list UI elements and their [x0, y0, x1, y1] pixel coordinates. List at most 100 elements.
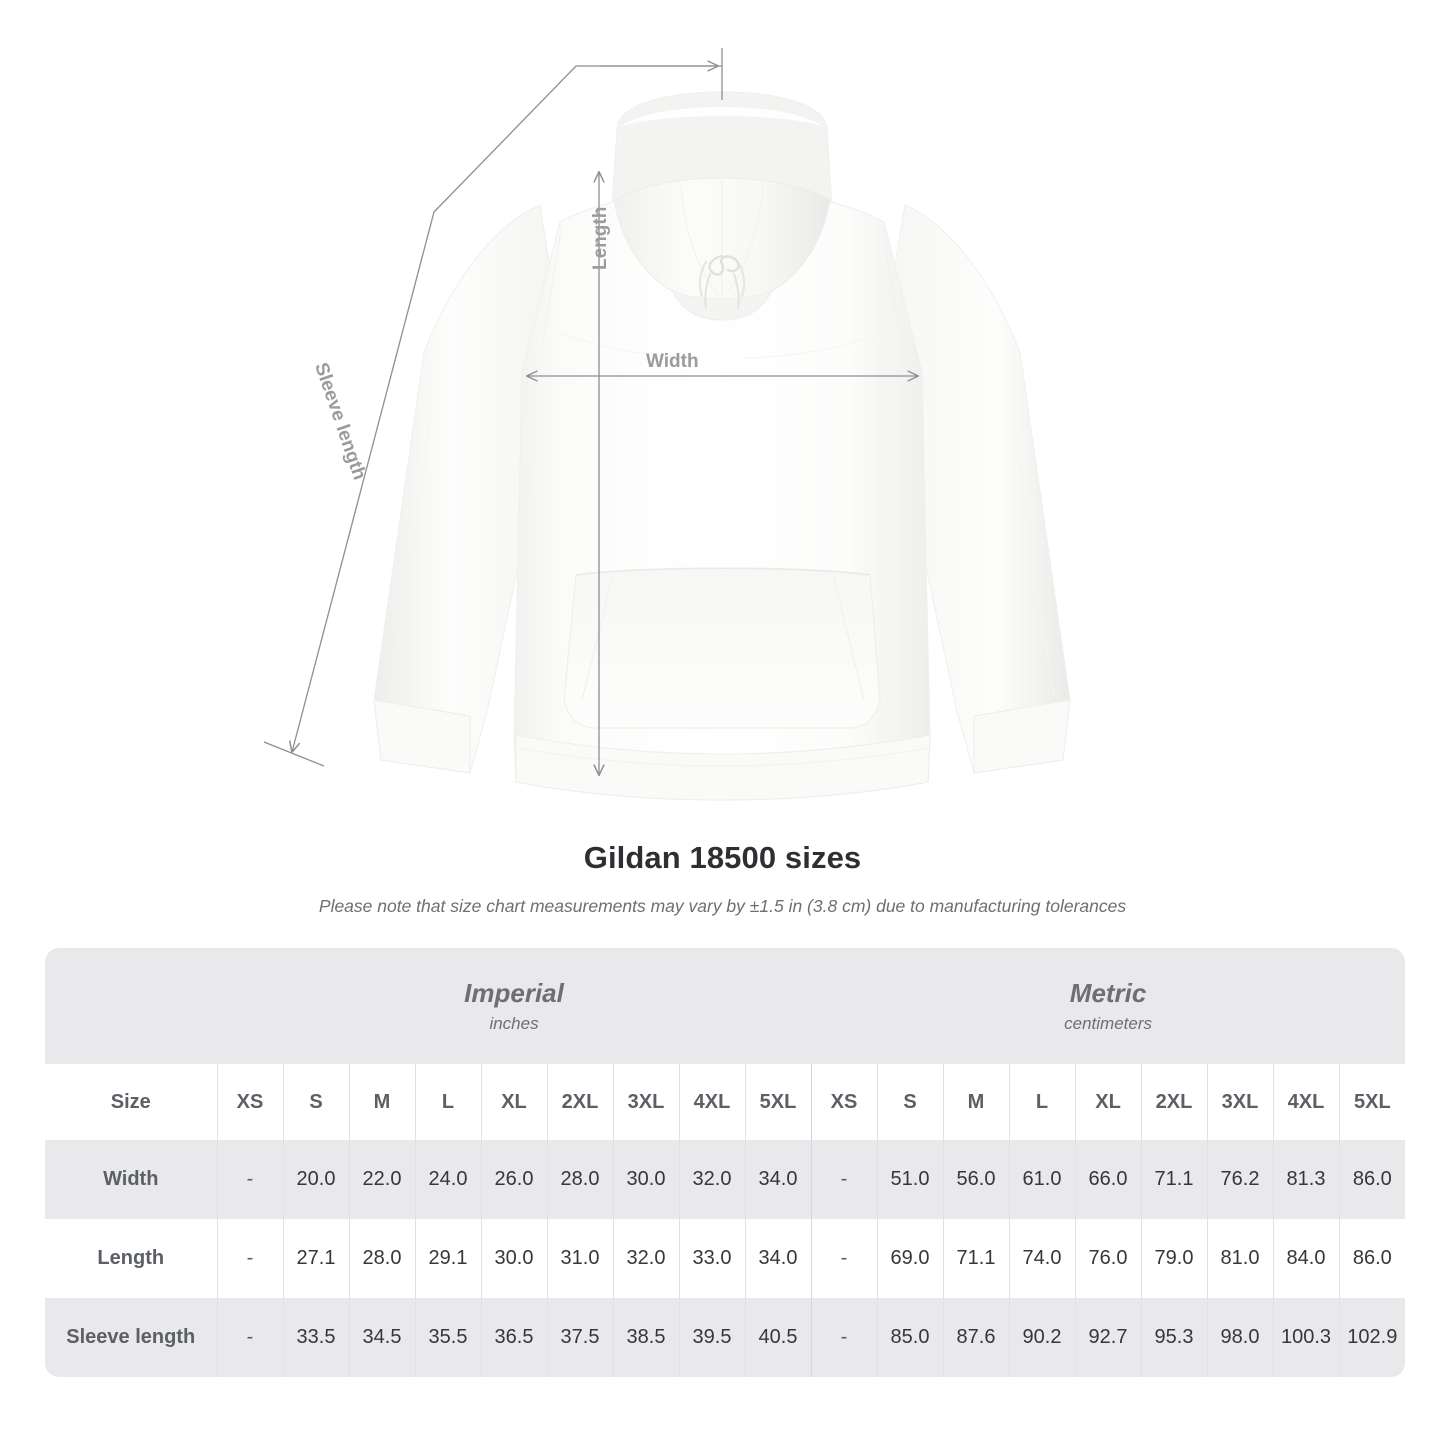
cell-width-imp-2xl: 28.0 [546, 1140, 613, 1219]
cell-width-imp-5xl: 34.0 [744, 1140, 812, 1219]
size-header-imperial-m: M [348, 1064, 415, 1140]
size-chart-table: Imperial inches Metric centimeters Size … [45, 948, 1406, 1377]
cell-width-met-5xl: 86.0 [1338, 1140, 1406, 1219]
cell-width-met-m: 56.0 [942, 1140, 1010, 1219]
cell-sleeve-imp-4xl: 39.5 [678, 1298, 745, 1377]
cell-sleeve-imp-l: 35.5 [414, 1298, 481, 1377]
cell-length-met-5xl: 86.0 [1338, 1219, 1406, 1298]
size-header-imperial-l: L [414, 1064, 481, 1140]
cell-width-imp-xl: 26.0 [480, 1140, 547, 1219]
cell-length-met-xl: 76.0 [1074, 1219, 1142, 1298]
cell-length-imp-2xl: 31.0 [546, 1219, 613, 1298]
cell-sleeve-imp-xl: 36.5 [480, 1298, 547, 1377]
table-row: Sleeve length - 33.5 34.5 35.5 36.5 37.5… [45, 1298, 1406, 1377]
size-header-metric-l: L [1008, 1064, 1076, 1140]
measurement-lines [263, 48, 918, 775]
cell-width-imp-s: 20.0 [282, 1140, 349, 1219]
hoodie-diagram: Length Width Sleeve length [263, 48, 1071, 801]
size-header-metric-3xl: 3XL [1206, 1064, 1274, 1140]
cell-sleeve-met-3xl: 98.0 [1206, 1298, 1274, 1377]
cell-length-imp-m: 28.0 [348, 1219, 415, 1298]
cell-length-imp-4xl: 33.0 [678, 1219, 745, 1298]
unit-sub-metric: centimeters [1064, 1013, 1153, 1033]
cell-sleeve-met-2xl: 95.3 [1140, 1298, 1208, 1377]
cell-length-imp-5xl: 34.0 [744, 1219, 812, 1298]
cell-length-met-s: 69.0 [876, 1219, 944, 1298]
unit-header-spacer [45, 948, 217, 1064]
size-header-metric-xs: XS [810, 1064, 878, 1140]
cell-sleeve-met-xs: - [810, 1298, 878, 1377]
cell-sleeve-met-s: 85.0 [876, 1298, 944, 1377]
size-header-metric-s: S [876, 1064, 944, 1140]
chart-disclaimer: Please note that size chart measurements… [318, 896, 1127, 916]
size-header-imperial-3xl: 3XL [612, 1064, 679, 1140]
hoodie-illustration [263, 48, 1071, 801]
cell-width-imp-m: 22.0 [348, 1140, 415, 1219]
cell-length-imp-xs: - [216, 1219, 283, 1298]
cell-length-met-2xl: 79.0 [1140, 1219, 1208, 1298]
cell-length-met-4xl: 84.0 [1272, 1219, 1340, 1298]
row-label-width: Width [45, 1140, 217, 1219]
cell-sleeve-imp-s: 33.5 [282, 1298, 349, 1377]
cell-width-met-3xl: 76.2 [1206, 1140, 1274, 1219]
table-row: Length - 27.1 28.0 29.1 30.0 31.0 32.0 3… [45, 1219, 1406, 1298]
unit-sub-imperial: inches [489, 1013, 539, 1033]
cell-sleeve-imp-xs: - [216, 1298, 283, 1377]
size-header-metric-4xl: 4XL [1272, 1064, 1340, 1140]
sleeve-length-dimension-line [263, 48, 723, 767]
cell-width-imp-3xl: 30.0 [612, 1140, 679, 1219]
size-header-metric-m: M [942, 1064, 1010, 1140]
cell-length-met-m: 71.1 [942, 1219, 1010, 1298]
hoodie-garment [373, 91, 1071, 801]
length-label: Length [590, 206, 611, 270]
size-header-imperial-2xl: 2XL [546, 1064, 613, 1140]
cell-sleeve-met-m: 87.6 [942, 1298, 1010, 1377]
cell-width-imp-4xl: 32.0 [678, 1140, 745, 1219]
page-title: Gildan 18500 sizes [583, 840, 862, 875]
chart-caption: Gildan 18500 sizes Please note that size… [0, 840, 1445, 917]
cell-width-met-2xl: 71.1 [1140, 1140, 1208, 1219]
size-table-container: Imperial inches Metric centimeters Size … [45, 948, 1406, 1377]
unit-name-imperial: Imperial [464, 977, 564, 1008]
unit-header-metric: Metric centimeters [811, 948, 1406, 1064]
cell-length-imp-xl: 30.0 [480, 1219, 547, 1298]
size-header-metric-xl: XL [1074, 1064, 1142, 1140]
size-header-metric-5xl: 5XL [1338, 1064, 1406, 1140]
width-label: Width [646, 351, 699, 372]
unit-name-metric: Metric [1069, 977, 1147, 1008]
cell-sleeve-met-4xl: 100.3 [1272, 1298, 1340, 1377]
cell-width-imp-l: 24.0 [414, 1140, 481, 1219]
cell-length-met-l: 74.0 [1008, 1219, 1076, 1298]
cell-sleeve-imp-m: 34.5 [348, 1298, 415, 1377]
cell-width-met-xs: - [810, 1140, 878, 1219]
cell-width-met-s: 51.0 [876, 1140, 944, 1219]
unit-header-imperial: Imperial inches [217, 948, 812, 1064]
cell-sleeve-imp-3xl: 38.5 [612, 1298, 679, 1377]
cell-sleeve-met-5xl: 102.9 [1338, 1298, 1406, 1377]
size-header-imperial-s: S [282, 1064, 349, 1140]
cell-length-imp-s: 27.1 [282, 1219, 349, 1298]
cell-sleeve-imp-5xl: 40.5 [744, 1298, 812, 1377]
cell-length-imp-l: 29.1 [414, 1219, 481, 1298]
row-label-sleeve-length: Sleeve length [45, 1298, 217, 1377]
cell-length-imp-3xl: 32.0 [612, 1219, 679, 1298]
cell-sleeve-met-l: 90.2 [1008, 1298, 1076, 1377]
size-header-imperial-5xl: 5XL [744, 1064, 812, 1140]
cell-width-met-xl: 66.0 [1074, 1140, 1142, 1219]
cell-sleeve-met-xl: 92.7 [1074, 1298, 1142, 1377]
row-label-length: Length [45, 1219, 217, 1298]
size-column-header: Size [45, 1064, 217, 1140]
unit-header-row: Imperial inches Metric centimeters [45, 948, 1406, 1064]
cell-width-met-l: 61.0 [1008, 1140, 1076, 1219]
cell-length-met-xs: - [810, 1219, 878, 1298]
size-header-imperial-xl: XL [480, 1064, 547, 1140]
cell-width-imp-xs: - [216, 1140, 283, 1219]
cell-width-met-4xl: 81.3 [1272, 1140, 1340, 1219]
cell-length-met-3xl: 81.0 [1206, 1219, 1274, 1298]
cell-sleeve-imp-2xl: 37.5 [546, 1298, 613, 1377]
size-header-row: Size XS S M L XL 2XL 3XL 4XL 5XL XS S M … [45, 1064, 1406, 1140]
size-header-imperial-xs: XS [216, 1064, 283, 1140]
table-row: Width - 20.0 22.0 24.0 26.0 28.0 30.0 32… [45, 1140, 1406, 1219]
size-header-metric-2xl: 2XL [1140, 1064, 1208, 1140]
